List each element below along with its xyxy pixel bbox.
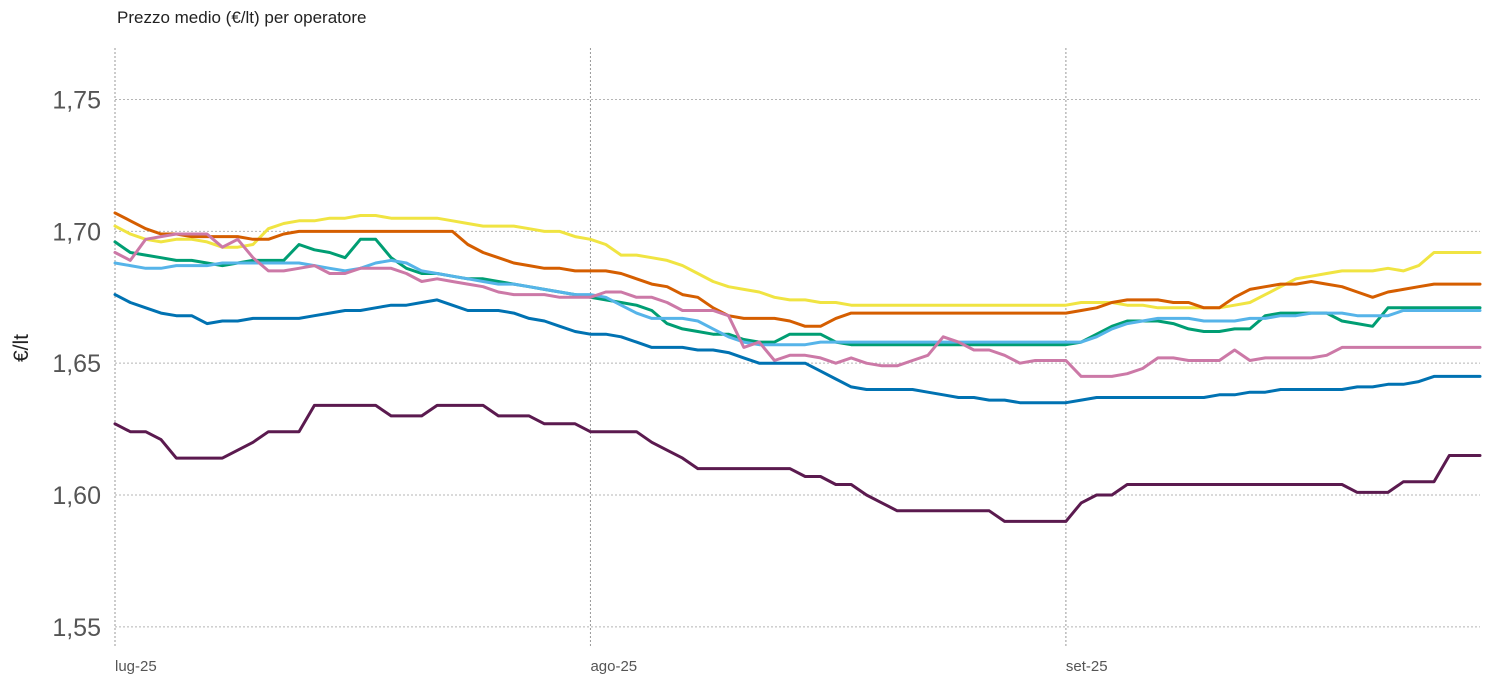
series-line-4 — [113, 258, 1482, 347]
series-line-6 — [113, 293, 1482, 405]
series-line-3 — [113, 237, 1482, 347]
series-lines — [113, 211, 1482, 523]
y-tick-label: 1,60 — [52, 482, 101, 510]
series-line-5 — [113, 232, 1482, 378]
y-tick-label: 1,65 — [52, 350, 101, 378]
y-tick-label: 1,55 — [52, 614, 101, 642]
series-line-7 — [113, 403, 1482, 523]
x-tick-label: lug-25 — [115, 658, 157, 675]
series-line-1 — [113, 214, 1482, 310]
grid — [114, 48, 1480, 646]
y-tick-label: 1,70 — [52, 218, 101, 246]
y-tick-label: 1,75 — [52, 87, 101, 115]
x-tick-label: set-25 — [1066, 658, 1108, 675]
chart-title: Prezzo medio (€/lt) per operatore — [117, 8, 367, 27]
series-line-2 — [113, 211, 1482, 328]
axis-ticks: 1,55 1,60 1,65 1,70 1,75 lug-25 ago-25 set-25 — [52, 87, 1107, 675]
x-tick-label: ago-25 — [590, 658, 637, 675]
